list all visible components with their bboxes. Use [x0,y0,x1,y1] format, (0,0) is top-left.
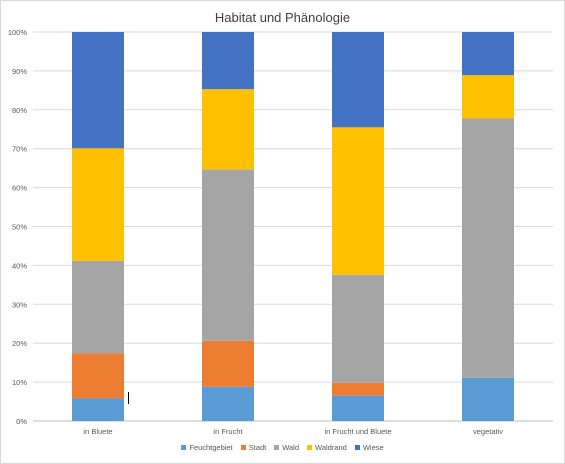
legend-label: Wald [282,443,300,452]
y-tick-label: 70% [12,145,27,154]
text-cursor-icon [128,392,129,404]
legend-swatch [181,445,187,450]
legend-item-wald: Wald [274,443,299,452]
y-tick-label: 90% [12,67,27,76]
y-tick-label: 60% [12,184,27,193]
bar-segment-wald [202,169,254,341]
y-tick-label: 40% [12,261,27,270]
bar-segment-wald [462,118,514,378]
bar-segment-feuchtgebiet [332,395,384,421]
bar-segment-wald [332,274,384,383]
bar-segment-stadt [72,353,124,399]
legend-label: Waldrand [315,443,347,452]
bar-segment-waldrand [202,89,254,170]
x-tick-label: in Bluete [83,427,112,436]
stacked-bar-plot: 0% 10% 20% 30% 40% 50% 60% 70% 80% 90% 100% in Blue… [8,28,553,436]
legend-swatch [240,445,246,450]
x-tick-label: vegetativ [473,427,503,436]
bar-segment-feuchtgebiet [202,386,254,421]
y-tick-label: 10% [12,378,27,387]
bar-segment-stadt [202,340,254,387]
legend-label: Stadt [248,443,267,452]
legend-item-wiese: Wiese [354,443,384,452]
bar-segment-waldrand [462,75,514,119]
y-tick-label: 30% [12,300,27,309]
y-tick-label: 50% [12,223,27,232]
legend-item-stadt: Stadt [240,443,267,452]
legend-item-feuchtgebiet: Feuchtgebiet [181,443,233,452]
legend-item-waldrand: Waldrand [307,443,347,452]
bar-segment-waldrand [72,148,124,261]
bar-segment-wiese [332,32,384,128]
x-tick-label: in Frucht und Bluete [324,427,391,436]
legend-swatch [354,445,360,450]
chart-title: Habitat und Phänologie [214,10,351,25]
bar-segment-wiese [72,32,124,149]
y-tick-label: 100% [8,28,28,37]
legend-label: Feuchtgebiet [189,443,233,452]
bar-segment-feuchtgebiet [72,398,124,421]
y-tick-label: 0% [16,417,27,426]
bar-segment-wald [72,260,124,354]
bar-segment-wiese [202,32,254,90]
x-tick-label: in Frucht [213,427,243,436]
legend-swatch [274,445,280,450]
bar-segment-stadt [332,382,384,396]
legend-label: Wiese [362,443,384,452]
bar-segment-waldrand [332,127,384,275]
y-tick-label: 80% [12,106,27,115]
bar-segment-feuchtgebiet [462,377,514,421]
legend: Feuchtgebiet Stadt Wald Waldrand Wiese [0,443,565,452]
bar-segment-wiese [462,32,514,76]
y-tick-label: 20% [12,339,27,348]
legend-swatch [307,445,313,450]
